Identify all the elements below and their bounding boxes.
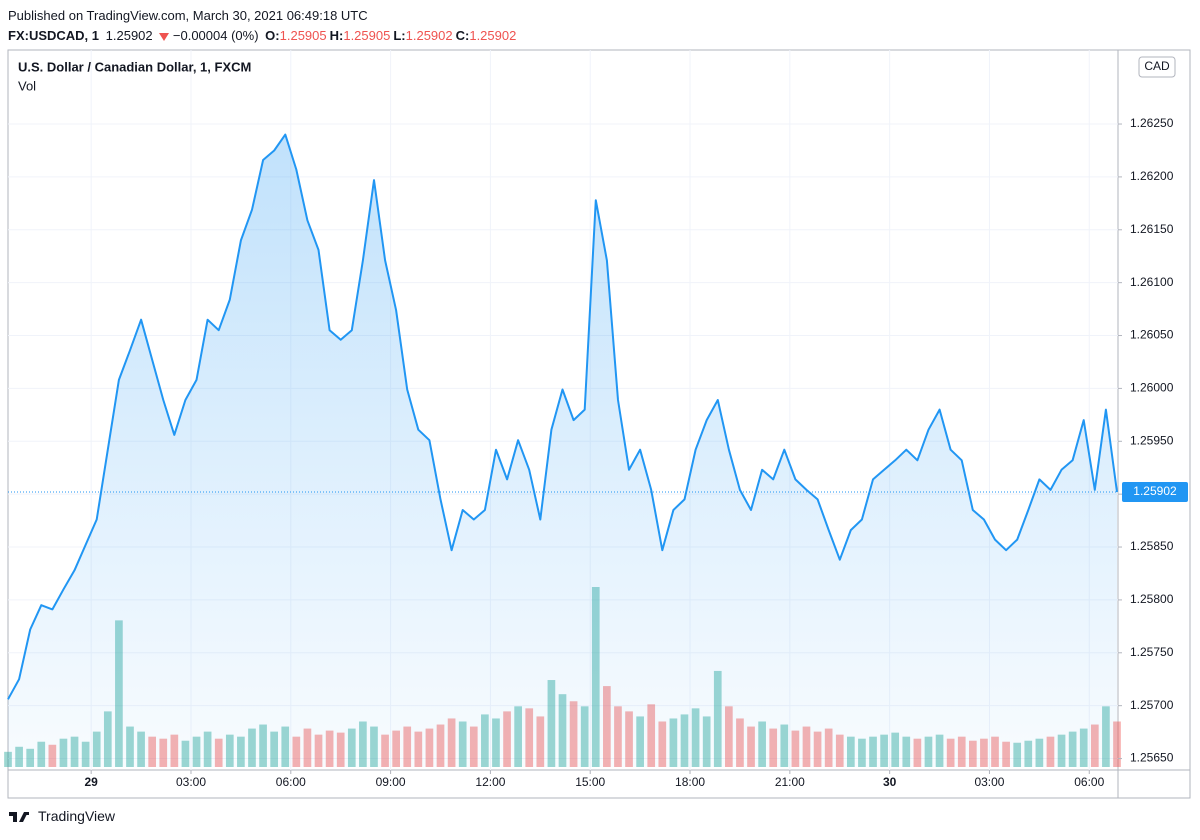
currency-badge xyxy=(1138,56,1176,78)
y-tick-label: 1.25850 xyxy=(1130,539,1174,553)
x-tick-label: 06:00 xyxy=(276,775,306,789)
brand: TradingView xyxy=(38,808,116,824)
ohlc-key: C: xyxy=(455,28,470,43)
x-tick-label: 29 xyxy=(84,775,98,789)
down-arrow xyxy=(159,33,170,42)
chart-title: U.S. Dollar / Canadian Dollar, 1, FXCM xyxy=(18,59,251,74)
ohlc-value: 1.25902 xyxy=(469,28,517,43)
area-fill xyxy=(8,134,1117,768)
y-tick-label: 1.25750 xyxy=(1130,645,1174,659)
change: −0.00004 (0%) xyxy=(172,28,259,43)
ohlc-value: 1.25905 xyxy=(279,28,327,43)
x-tick-label: 03:00 xyxy=(176,775,206,789)
symbol: FX:USDCAD, 1 xyxy=(8,28,100,43)
y-tick-label: 1.25700 xyxy=(1130,698,1174,712)
x-tick-label: 30 xyxy=(883,775,897,789)
quote-line: FX:USDCAD, 1 1.25902 −0.00004 (0%) O:1.2… xyxy=(8,26,522,46)
axes: 1.25650 1.25700 1.25750 1.25800 1.25850 1.259… xyxy=(84,116,1188,789)
plot xyxy=(7,133,1118,768)
y-tick-label: 1.26100 xyxy=(1130,275,1174,289)
x-tick-label: 06:00 xyxy=(1074,775,1104,789)
x-tick-label: 18:00 xyxy=(675,775,705,789)
y-tick-label: 1.26150 xyxy=(1130,222,1174,236)
y-tick-label: 1.25950 xyxy=(1130,433,1174,447)
footer: TradingView xyxy=(8,808,115,824)
last-price-label: 1.25902 xyxy=(1133,484,1177,498)
last-price-badge xyxy=(1122,482,1188,503)
logo xyxy=(9,812,29,822)
y-tick-label: 1.26200 xyxy=(1130,169,1174,183)
x-tick-label: 12:00 xyxy=(475,775,505,789)
published-line: Published on TradingView.com, March 30, … xyxy=(8,6,522,26)
y-tick-label: 1.25650 xyxy=(1130,751,1174,765)
ohlc-value: 1.25905 xyxy=(343,28,391,43)
y-tick-label: 1.26250 xyxy=(1130,116,1174,130)
x-tick-label: 09:00 xyxy=(376,775,406,789)
header: Published on TradingView.com, March 30, … xyxy=(8,6,522,46)
volume-label: Vol xyxy=(18,78,36,93)
ohlc-key: O: xyxy=(265,28,280,43)
price-line xyxy=(7,133,1118,700)
y-tick-label: 1.26000 xyxy=(1130,381,1174,395)
ohlc-value: 1.25902 xyxy=(405,28,453,43)
ohlc: O:1.25905 H:1.25905 L:1.25902 C:1.25902 xyxy=(265,28,519,43)
last-price: 1.25902 xyxy=(105,28,153,43)
published: Published on TradingView.com, March 30, … xyxy=(8,8,368,23)
chart: 1.25650 1.25700 1.25750 1.25800 1.25850 1.259… xyxy=(4,49,1191,799)
y-tick-label: 1.25800 xyxy=(1130,592,1174,606)
x-tick-label: 03:00 xyxy=(974,775,1004,789)
x-tick-label: 21:00 xyxy=(775,775,805,789)
ohlc-key: L: xyxy=(393,28,406,43)
y-tick-label: 1.26050 xyxy=(1130,328,1174,342)
ohlc-key: H: xyxy=(329,28,344,43)
currency: CAD xyxy=(1144,59,1170,73)
frame xyxy=(7,49,1191,799)
x-tick-label: 15:00 xyxy=(575,775,605,789)
